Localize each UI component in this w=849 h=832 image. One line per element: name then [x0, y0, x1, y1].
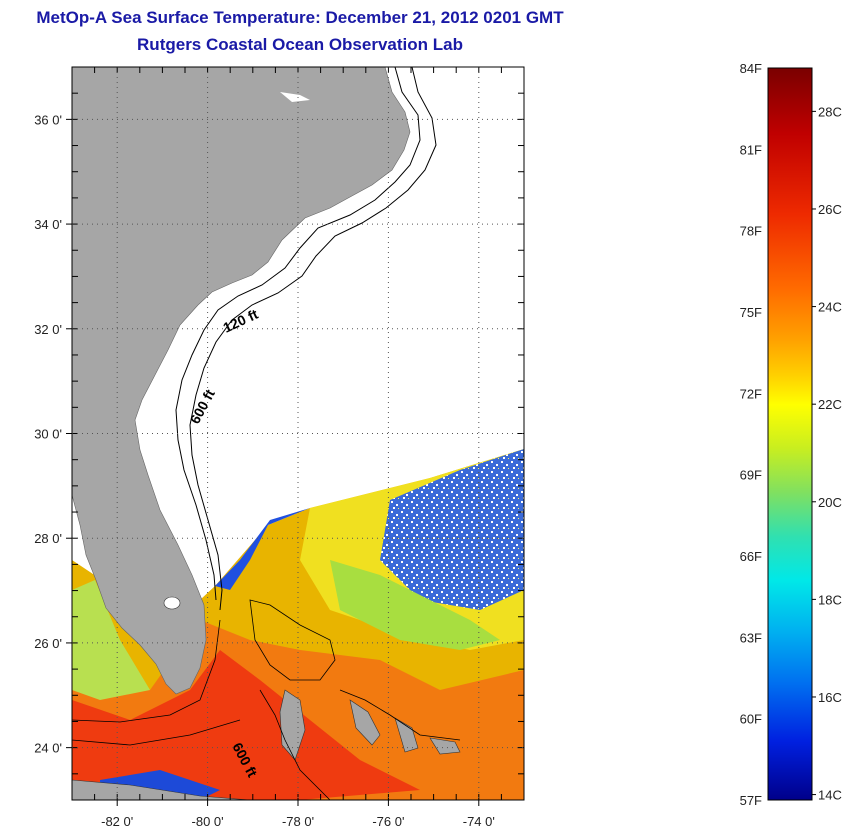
- lon-tick-label: -78 0': [282, 814, 314, 829]
- lake-okeechobee: [163, 596, 181, 610]
- map-frame: [71, 66, 525, 801]
- colorbar-label-f: 57F: [740, 793, 762, 808]
- colorbar-label-f: 72F: [740, 386, 762, 401]
- colorbar-label-f: 66F: [740, 549, 762, 564]
- colorbar-label-c: 18C: [818, 592, 842, 607]
- land-bahamas-islands: [349, 699, 461, 755]
- colorbar-label-c: 20C: [818, 495, 842, 510]
- contour-bahamas: [249, 599, 461, 800]
- map-title: MetOp-A Sea Surface Temperature: Decembe…: [36, 8, 564, 27]
- lon-tick-label: -82 0': [101, 814, 133, 829]
- sst-region-red: [72, 650, 420, 800]
- map-axis-labels: -82 0' -80 0' -78 0' -76 0' -74 0' 24 0' 26 0'…: [34, 112, 495, 829]
- sst-region-green: [330, 560, 500, 650]
- land-cuba: [72, 779, 251, 800]
- colorbar: [767, 67, 813, 801]
- map-content: [72, 67, 524, 800]
- sst-region-cool-cloud: [380, 449, 524, 610]
- lon-tick-label: -74 0': [463, 814, 495, 829]
- colorbar-label-f: 78F: [740, 224, 762, 239]
- lat-tick-label: 26 0': [34, 636, 62, 651]
- colorbar-label-f: 63F: [740, 630, 762, 645]
- colorbar-label-f: 75F: [740, 305, 762, 320]
- contour-120ft: [175, 67, 421, 601]
- colorbar-label-f: 81F: [740, 142, 762, 157]
- colorbar-label-f: 84F: [740, 61, 762, 76]
- lat-tick-label: 28 0': [34, 531, 62, 546]
- colorbar-label-c: 26C: [818, 202, 842, 217]
- lat-tick-label: 32 0': [34, 322, 62, 337]
- colorbar-label-f: 69F: [740, 468, 762, 483]
- lat-tick-label: 24 0': [34, 741, 62, 756]
- colorbar-label-c: 16C: [818, 690, 842, 705]
- colorbar-label-c: 28C: [818, 104, 842, 119]
- colorbar-label-c: 14C: [818, 788, 842, 803]
- lat-tick-label: 36 0': [34, 112, 62, 127]
- lon-tick-label: -80 0': [192, 814, 224, 829]
- map-subtitle: Rutgers Coastal Ocean Observation Lab: [137, 35, 463, 54]
- lon-tick-label: -76 0': [372, 814, 404, 829]
- lake-pamlico: [280, 92, 310, 102]
- land-us-east-coast: [72, 67, 411, 695]
- colorbar-label-c: 24C: [818, 300, 842, 315]
- contour-florida-strait: [72, 619, 241, 746]
- lat-tick-label: 34 0': [34, 217, 62, 232]
- sst-region-green-west: [72, 580, 150, 700]
- colorbar-label-f: 60F: [740, 712, 762, 727]
- map-grid: [66, 66, 525, 806]
- lat-tick-label: 30 0': [34, 427, 62, 442]
- colorbar-labels: 84F 81F 78F 75F 72F 69F 66F 63F 60F 57F 28C 26C 24C 2…: [740, 61, 842, 808]
- sst-region-blue-edge: [215, 508, 310, 590]
- contour-600ft: [189, 67, 437, 611]
- colorbar-label-c: 22C: [818, 397, 842, 412]
